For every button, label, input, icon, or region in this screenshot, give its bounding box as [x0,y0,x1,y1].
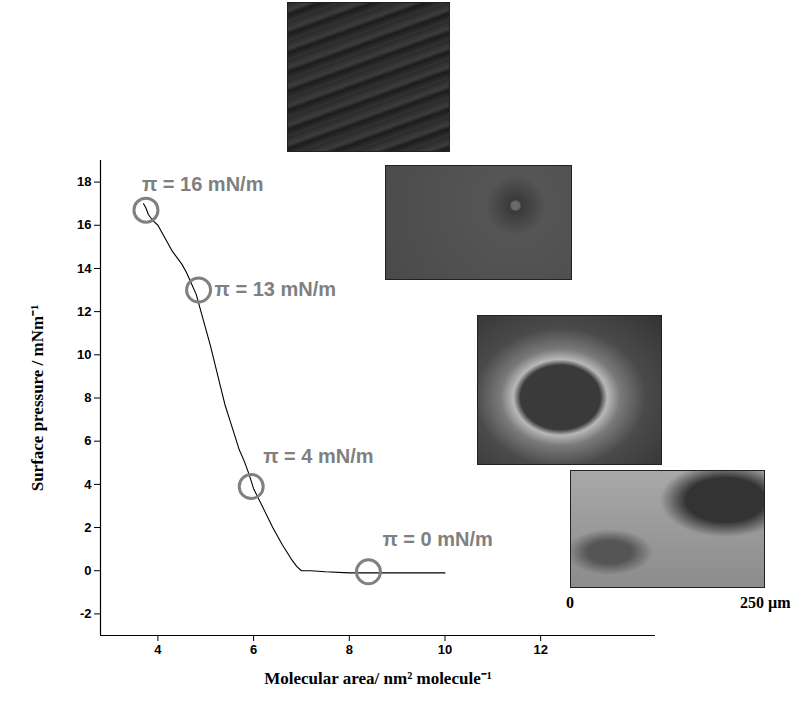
svg-text:4: 4 [154,642,162,657]
svg-text:6: 6 [250,642,257,657]
svg-text:π = 16 mN/m: π = 16 mN/m [142,173,263,195]
svg-text:6: 6 [84,433,91,448]
svg-text:12: 12 [77,304,91,319]
svg-text:-2: -2 [80,606,92,621]
svg-text:0: 0 [84,563,91,578]
svg-text:12: 12 [533,642,547,657]
svg-text:18: 18 [77,174,91,189]
html-text:250 µm: 250 µm [740,594,791,611]
svg-text:4: 4 [84,477,92,492]
svg-text:Surface pressure / mNm⁻¹: Surface pressure / mNm⁻¹ [28,305,47,492]
svg-text:2: 2 [84,520,91,535]
svg-text:Molecular area/ nm² molecule⁻¹: Molecular area/ nm² molecule⁻¹ [264,669,492,688]
svg-text:8: 8 [346,642,353,657]
svg-text:π = 4 mN/m: π = 4 mN/m [263,445,373,467]
svg-text:10: 10 [438,642,452,657]
svg-text:π = 0 mN/m: π = 0 mN/m [382,528,492,550]
svg-text:14: 14 [77,261,92,276]
svg-text:10: 10 [77,347,91,362]
svg-text:16: 16 [77,217,91,232]
html-text:0: 0 [566,594,574,611]
svg-text:π = 13 mN/m: π = 13 mN/m [215,278,336,300]
svg-text:8: 8 [84,390,91,405]
